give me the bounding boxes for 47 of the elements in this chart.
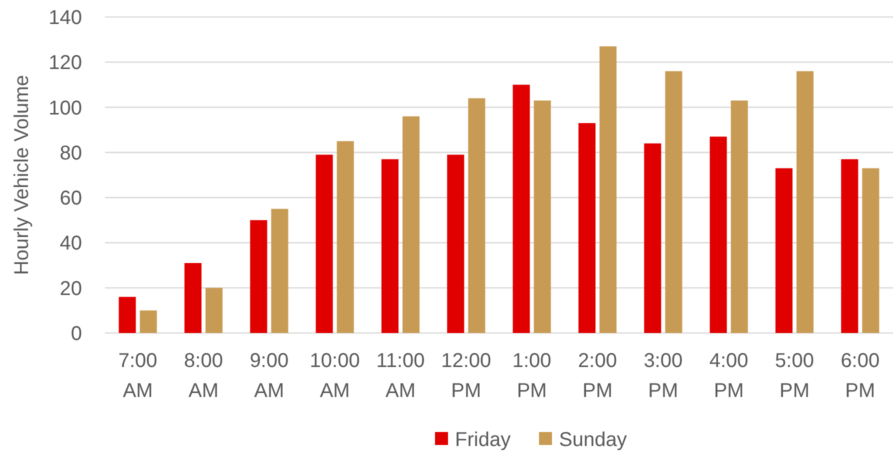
x-tick-label: 1:00 PM [512,350,552,402]
y-tick-label: 0 [70,323,82,345]
y-tick-label: 80 [60,142,82,164]
x-tick-label: 4:00 PM [709,350,748,402]
bar [140,310,157,333]
x-tick-label: 6:00 PM [840,350,880,402]
y-tick-label: 60 [60,188,82,210]
bar [468,98,486,333]
bar [710,136,727,333]
bar [578,123,596,333]
y-tick-label: 120 [48,52,82,74]
bar [841,159,858,333]
y-tick-label: 40 [60,232,82,255]
y-tick-label: 140 [48,7,82,29]
x-tick-label: 5:00 PM [775,350,814,402]
x-tick-label: 12:00 PM [441,350,492,402]
bar [118,296,136,333]
bar [336,141,354,333]
x-tick-label: 11:00 AM [376,350,425,402]
bar [534,100,551,333]
x-tick-label: 3:00 PM [644,350,683,402]
legend-label: Sunday [559,429,627,451]
y-tick-label: 20 [60,278,82,300]
bar [381,159,398,333]
bar [512,84,530,333]
x-tick-label: 7:00 AM [118,350,158,402]
x-tick-label: 8:00 AM [184,350,223,402]
bar [665,71,682,333]
x-tick-label: 10:00 AM [310,350,360,402]
bar [644,143,662,333]
bar [862,168,880,333]
bar [316,154,333,333]
x-tick-label: 9:00 AM [250,350,289,402]
bar [730,100,748,333]
bar [206,288,223,333]
legend-label: Friday [455,429,511,451]
y-tick-label: 100 [48,97,82,120]
x-tick-label: 2:00 PM [578,350,617,402]
bar [600,46,617,333]
bar [447,154,464,333]
y-axis-title: Hourly Vehicle Volume [11,74,33,276]
bar [184,263,202,333]
bar [796,71,814,333]
bar [250,220,268,333]
bar [271,208,288,333]
bar [775,168,792,333]
bar [402,116,420,333]
